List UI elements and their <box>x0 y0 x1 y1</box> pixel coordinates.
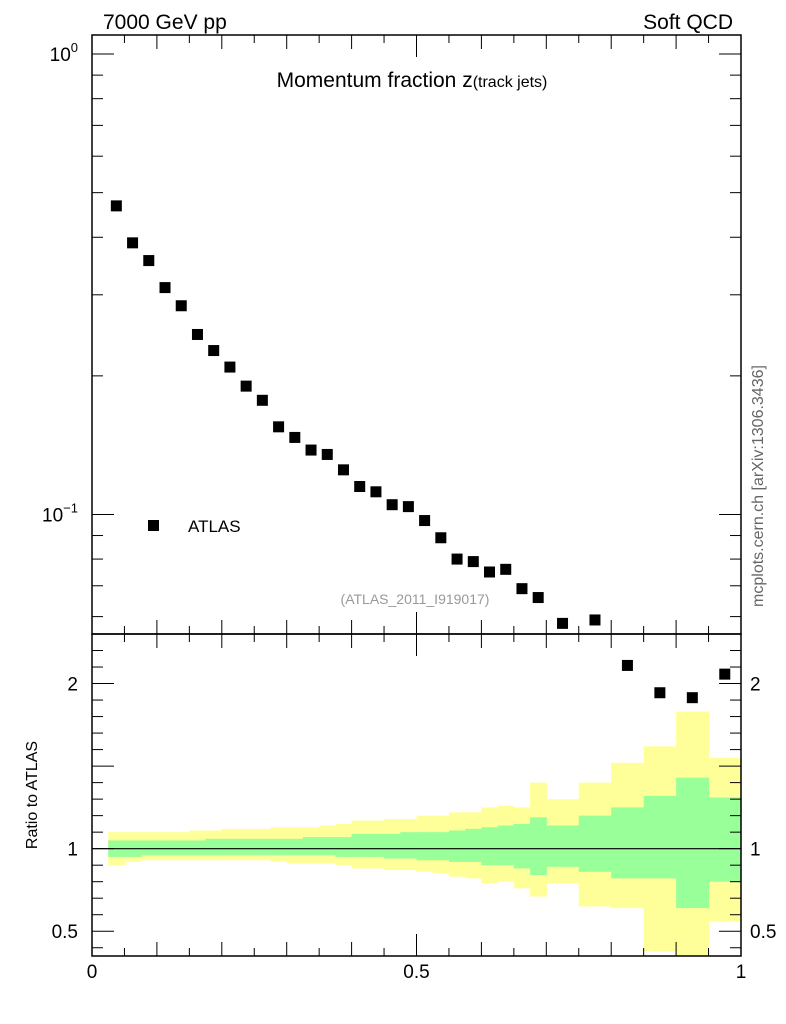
band-stat-bin <box>578 815 612 872</box>
band-stat-bin <box>351 833 369 857</box>
data-point <box>175 300 187 312</box>
data-point <box>127 237 139 249</box>
band-stat-bin <box>481 827 499 866</box>
data-point <box>532 592 544 604</box>
ratio-y-tick-label-right: 0.5 <box>750 922 776 943</box>
data-point <box>273 421 285 433</box>
ratio-y-tick-label-right: 1 <box>750 840 761 861</box>
data-point <box>654 687 666 699</box>
analysis-id: (ATLAS_2011_I919017) <box>341 591 490 607</box>
band-stat-bin <box>513 823 531 869</box>
data-point <box>110 200 122 212</box>
main-title-text: Momentum fraction z <box>277 69 473 92</box>
band-stat-bin <box>432 832 450 861</box>
band-stat-bin <box>530 817 547 876</box>
data-point <box>305 444 317 456</box>
band-stat-bin <box>400 832 418 859</box>
data-point <box>354 481 366 493</box>
band-stat-bin <box>156 840 174 856</box>
data-point <box>370 486 382 498</box>
header-left: 7000 GeV pp <box>103 11 227 34</box>
ratio-y-tick-label-left: 2 <box>67 675 78 696</box>
band-stat-bin <box>643 795 677 879</box>
ratio-y-tick-label-left: 0.5 <box>52 922 78 943</box>
data-point <box>557 617 569 629</box>
y-tick-label-base: 10 <box>42 505 63 526</box>
data-point <box>386 499 398 511</box>
band-stat-bin <box>254 838 272 856</box>
data-point <box>686 692 698 704</box>
band-stat-bin <box>676 777 710 909</box>
band-stat-bin <box>221 838 239 856</box>
main-panel: Momentum fraction z(track jets) (ATLAS_2… <box>42 34 742 704</box>
data-point <box>240 380 252 392</box>
data-point <box>224 361 236 373</box>
data-point <box>419 515 431 527</box>
data-point <box>621 659 633 671</box>
x-tick-label: 1 <box>736 962 747 983</box>
band-stat-bin <box>302 837 320 856</box>
data-point <box>321 448 333 460</box>
main-frame <box>91 34 742 635</box>
ratio-data-layer <box>92 711 742 956</box>
ratio-frame <box>91 633 742 957</box>
data-point <box>208 345 220 357</box>
band-stat-bin <box>465 828 482 862</box>
band-stat-bin <box>270 838 288 856</box>
data-point <box>467 556 479 568</box>
y-tick-label-exp: 0 <box>71 40 78 55</box>
y-tick-label: 100 <box>50 40 78 66</box>
side-label: mcplots.cern.ch [arXiv:1306.3436] <box>750 365 767 607</box>
band-stat-bin <box>448 830 466 862</box>
data-point <box>435 532 447 544</box>
data-point <box>516 583 528 595</box>
y-tick-label: 10−1 <box>42 500 78 526</box>
data-point <box>500 563 512 575</box>
ratio-ylabel: Ratio to ATLAS <box>24 741 41 849</box>
band-stat-bin <box>238 838 255 856</box>
data-point <box>589 614 601 626</box>
band-stat-bin <box>319 837 336 856</box>
data-point <box>143 255 155 267</box>
y-tick-label-base: 10 <box>50 45 71 66</box>
data-point <box>289 431 301 443</box>
data-point <box>484 566 496 578</box>
data-point <box>451 553 463 565</box>
data-point <box>191 328 203 340</box>
legend-label: ATLAS <box>188 517 241 536</box>
main-title: Momentum fraction z(track jets) <box>277 69 548 92</box>
band-stat-bin <box>140 840 158 856</box>
band-stat-bin <box>205 838 223 856</box>
data-point <box>159 282 171 294</box>
band-stat-bin <box>335 837 353 857</box>
main-title-sub: (track jets) <box>473 74 548 91</box>
band-stat-bin <box>189 840 207 856</box>
band-stat-bin <box>416 832 434 861</box>
data-point <box>337 464 349 476</box>
band-stat-bin <box>173 840 190 856</box>
band-stat-bin <box>708 797 742 882</box>
header-right: Soft QCD <box>643 11 733 34</box>
band-stat-bin <box>367 833 385 857</box>
legend-marker <box>148 520 159 531</box>
main-data-layer <box>110 200 731 704</box>
ratio-y-tick-label-left: 1 <box>67 840 78 861</box>
x-tick-label: 0 <box>87 962 98 983</box>
ratio-panel: 0.5 0.51 12 20 0.5 1 Ratio to ATLAS <box>24 633 776 983</box>
band-stat-bin <box>546 825 580 867</box>
band-stat-bin <box>611 807 645 879</box>
band-stat-bin <box>286 838 304 856</box>
x-tick-label: 0.5 <box>403 962 429 983</box>
band-stat-bin <box>497 825 515 866</box>
y-tick-label-exp: −1 <box>63 500 78 515</box>
ratio-y-tick-label-right: 2 <box>750 675 761 696</box>
data-point <box>402 501 414 513</box>
band-stat-bin <box>384 833 401 859</box>
data-point <box>256 394 268 406</box>
data-point <box>719 668 731 680</box>
